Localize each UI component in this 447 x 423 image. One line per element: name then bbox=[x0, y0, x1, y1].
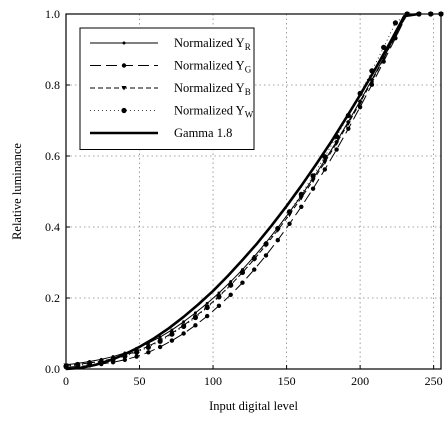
data-point-w bbox=[263, 241, 269, 247]
legend: Normalized YR Normalized YG Normalized YB N… bbox=[79, 27, 255, 150]
legend-label: Normalized YR bbox=[174, 36, 251, 52]
legend-label: Gamma 1.8 bbox=[174, 126, 232, 140]
data-point-g bbox=[322, 167, 328, 172]
data-point-g bbox=[252, 267, 257, 272]
data-point-b bbox=[345, 121, 351, 126]
legend-marker bbox=[121, 63, 127, 68]
y-tick-label: 0.8 bbox=[45, 78, 60, 92]
y-tick-label: 0.0 bbox=[45, 362, 60, 376]
data-point-r bbox=[193, 311, 197, 315]
data-point-w bbox=[392, 20, 399, 26]
data-point-g bbox=[146, 350, 151, 355]
data-point-w bbox=[169, 331, 175, 337]
legend-item-b: Normalized YB bbox=[90, 81, 251, 97]
data-point-g bbox=[346, 126, 351, 131]
data-point-g bbox=[193, 323, 198, 328]
data-point-g bbox=[169, 338, 175, 343]
legend-item-gamma: Gamma 1.8 bbox=[90, 126, 232, 140]
data-point-w bbox=[145, 344, 151, 350]
y-tick-label: 0.2 bbox=[45, 291, 60, 305]
data-point-w bbox=[192, 314, 199, 321]
legend-box bbox=[79, 27, 255, 150]
data-point-b bbox=[310, 178, 316, 183]
data-point-g bbox=[157, 344, 163, 350]
series-line-g bbox=[65, 13, 441, 368]
x-tick-label: 100 bbox=[204, 374, 222, 388]
data-point-g bbox=[263, 253, 269, 258]
data-point-g bbox=[310, 186, 316, 191]
data-point-w bbox=[228, 282, 234, 288]
legend-marker bbox=[121, 107, 127, 114]
data-point-w bbox=[216, 294, 222, 300]
y-tick-label: 0.6 bbox=[45, 149, 60, 163]
data-point-g bbox=[287, 221, 292, 227]
data-point-g bbox=[299, 204, 304, 209]
x-tick-label: 150 bbox=[278, 374, 296, 388]
data-point-r bbox=[217, 291, 221, 295]
plot-area-frame bbox=[65, 13, 442, 370]
y-tick-label: 0.4 bbox=[45, 220, 60, 234]
legend-item-w: Normalized YW bbox=[90, 104, 254, 120]
data-point-g bbox=[228, 292, 233, 298]
data-point-r bbox=[170, 328, 174, 332]
series-line-gamma bbox=[65, 12, 420, 371]
data-point-w bbox=[381, 44, 387, 50]
data-point-g bbox=[240, 280, 245, 285]
legend-item-r: Normalized YR bbox=[90, 36, 251, 52]
data-point-g bbox=[216, 303, 222, 309]
data-point-w bbox=[133, 349, 140, 355]
data-point-g bbox=[334, 147, 339, 152]
x-tick-label: 50 bbox=[134, 374, 146, 388]
data-point-w bbox=[251, 255, 257, 262]
data-point-b bbox=[322, 160, 328, 165]
legend-label: Normalized YG bbox=[174, 59, 252, 75]
series-gamma bbox=[65, 12, 420, 371]
data-point-g bbox=[181, 331, 186, 336]
legend-marker bbox=[122, 41, 126, 45]
data-point-w bbox=[310, 173, 316, 179]
data-point-w bbox=[239, 269, 246, 276]
y-tick-label: 1.0 bbox=[45, 7, 60, 21]
ticks: 0 50 100 150 200 250 0.0 0.2 0.4 0.6 0.8 1.0 bbox=[45, 7, 443, 388]
data-point-b bbox=[298, 195, 304, 201]
data-point-w bbox=[204, 304, 210, 311]
data-point-r bbox=[182, 320, 186, 324]
data-point-r bbox=[229, 280, 233, 284]
data-point-w bbox=[157, 338, 163, 344]
data-point-b bbox=[369, 79, 375, 84]
data-point-g bbox=[122, 357, 128, 362]
x-tick-label: 200 bbox=[351, 374, 369, 388]
legend-label: Normalized YB bbox=[174, 81, 251, 97]
data-point-g bbox=[357, 104, 363, 110]
series-layer bbox=[63, 11, 444, 371]
data-point-g bbox=[204, 313, 210, 319]
data-point-w bbox=[75, 362, 81, 368]
data-point-b bbox=[357, 100, 363, 106]
legend-item-g: Normalized YG bbox=[90, 59, 252, 75]
data-point-g bbox=[275, 237, 280, 243]
data-point-b bbox=[334, 141, 340, 146]
x-axis-label: Input digital level bbox=[209, 399, 298, 413]
x-tick-label: 0 bbox=[63, 374, 69, 388]
data-point-g bbox=[134, 354, 139, 359]
y-axis-label: Relative luminance bbox=[10, 143, 24, 240]
data-point-r bbox=[158, 335, 162, 339]
data-point-w bbox=[181, 323, 187, 329]
data-point-w bbox=[275, 225, 281, 232]
legend-marker bbox=[121, 86, 127, 91]
data-point-w bbox=[286, 209, 293, 215]
data-point-w bbox=[298, 191, 304, 197]
data-point-r bbox=[205, 301, 209, 305]
x-tick-label: 250 bbox=[425, 374, 443, 388]
legend-label: Normalized YW bbox=[174, 104, 254, 120]
